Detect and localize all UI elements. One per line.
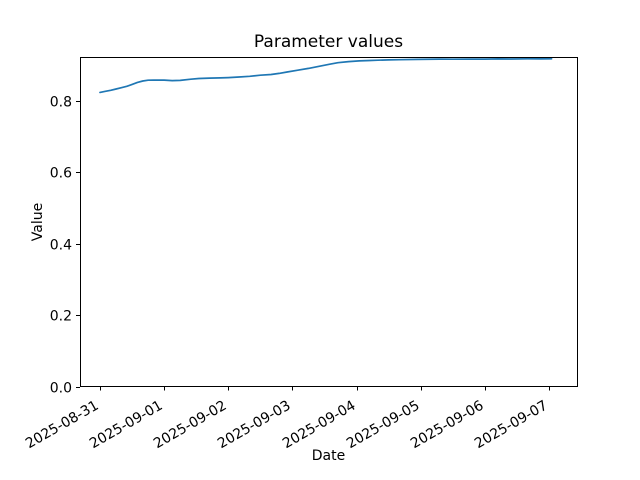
y-tick-label: 0.0 <box>50 381 72 397</box>
y-tick-label: 0.2 <box>50 309 72 325</box>
y-axis-label: Value <box>30 202 46 242</box>
x-tick-label: 2025-09-03 <box>215 398 293 453</box>
y-tick-label: 0.6 <box>50 166 72 182</box>
chart-title: Parameter values <box>253 32 404 52</box>
series-line <box>99 57 553 94</box>
y-tick-label: 0.4 <box>50 238 72 254</box>
x-axis-label: Date <box>311 448 346 464</box>
plot-frame <box>80 57 578 387</box>
x-tick-label: 2025-09-07 <box>472 398 550 453</box>
y-tick-label: 0.8 <box>50 95 72 111</box>
